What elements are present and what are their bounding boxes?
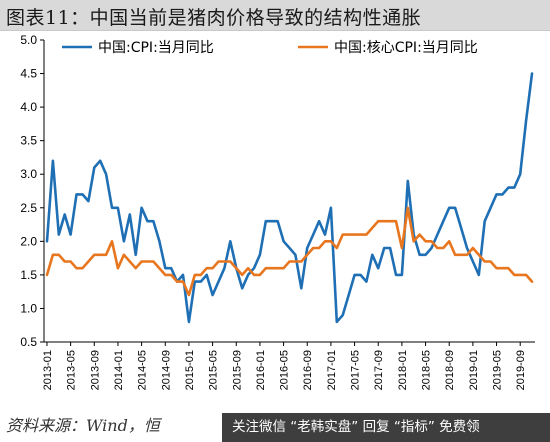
y-tick-label: 3.0 — [20, 167, 37, 181]
cpi-series-line — [45, 72, 534, 324]
x-tick-label: 2018-01 — [397, 350, 409, 390]
y-tick-label: 2.0 — [20, 234, 37, 248]
y-tick-label: 1.5 — [20, 268, 37, 282]
x-tick-label: 2019-05 — [492, 350, 504, 390]
x-tick-label: 2013-09 — [89, 350, 101, 390]
x-tick-label: 2017-09 — [373, 350, 385, 390]
x-tick-label: 2016-01 — [255, 350, 267, 390]
core-cpi-series-line — [45, 206, 534, 297]
x-tick-label: 2019-09 — [515, 350, 527, 390]
x-tick-label: 2015-01 — [184, 350, 196, 390]
x-tick-label: 2013-01 — [42, 350, 54, 390]
legend-label-cpi: 中国:CPI:当月同比 — [98, 40, 214, 56]
x-tick-label: 2016-09 — [302, 350, 314, 390]
x-tick-label: 2019-01 — [468, 350, 480, 390]
x-tick-label: 2015-05 — [208, 350, 220, 390]
legend-label-core-cpi: 中国:核心CPI:当月同比 — [334, 40, 478, 56]
x-tick-label: 2017-01 — [326, 350, 338, 390]
y-tick-label: 4.5 — [20, 67, 37, 81]
y-tick-label: 5.0 — [20, 33, 37, 47]
y-tick-label: 4.0 — [20, 100, 37, 114]
x-tick-label: 2014-09 — [160, 350, 172, 390]
x-tick-label: 2017-05 — [350, 350, 362, 390]
cpi-line-chart: 0.5 1.0 1.5 2.0 2.5 3.0 3.5 4.0 4.5 5.0 2013-01 201… — [20, 33, 535, 390]
x-tick-label: 2014-05 — [137, 350, 149, 390]
y-tick-label: 1.0 — [20, 301, 37, 315]
y-tick-label: 2.5 — [20, 201, 37, 215]
y-tick-label: 0.5 — [20, 335, 37, 349]
x-tick-label: 2014-01 — [113, 350, 125, 390]
x-tick-label: 2018-09 — [444, 350, 456, 390]
x-tick-label: 2015-09 — [231, 350, 243, 390]
x-tick-label: 2018-05 — [421, 350, 433, 390]
chart-title: 图表11：中国当前是猪肉价格导致的结构性通胀 — [6, 7, 422, 29]
x-tick-label: 2016-05 — [279, 350, 291, 390]
x-tick-label: 2013-05 — [66, 350, 78, 390]
title-bar: 图表11：中国当前是猪肉价格导致的结构性通胀 — [0, 0, 550, 31]
source-note: 资料来源：Wind，恒 — [6, 416, 160, 435]
watermark-banner: 关注微信 “老韩实盘” 回复 “指标” 免费领 — [222, 413, 550, 442]
y-tick-label: 3.5 — [20, 134, 37, 148]
